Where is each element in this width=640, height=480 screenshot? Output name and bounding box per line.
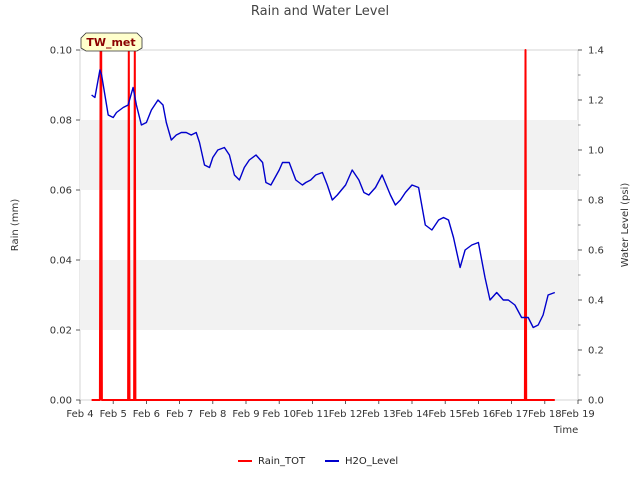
x-tick-label: Feb 6: [133, 409, 160, 420]
x-tick-label: Feb 4: [66, 409, 93, 420]
y-tick-label: 0.02: [50, 326, 72, 337]
x-tick-label: Feb 18: [528, 409, 562, 420]
x-tick-label: Feb 5: [100, 409, 127, 420]
y2-tick-label: 0.2: [588, 346, 604, 357]
y-tick-label: 0.10: [50, 46, 72, 57]
y2-tick-label: 1.0: [588, 146, 604, 157]
x-tick-label: Feb 19: [561, 409, 595, 420]
band-upper: [80, 120, 578, 190]
x-axis-title: Time: [553, 425, 578, 436]
y2-tick-label: 0.4: [588, 296, 604, 307]
legend-label-h2o: H2O_Level: [345, 456, 398, 467]
x-tick-label: Feb 7: [166, 409, 193, 420]
x-axis-ticks: Feb 4 Feb 5 Feb 6 Feb 7 Feb 8 Feb 9 Feb 10 Feb …: [66, 400, 595, 420]
y2-tick-label: 0.0: [588, 396, 604, 407]
plot-area: [79, 49, 579, 401]
y-tick-label: 0.04: [50, 256, 72, 267]
x-tick-label: Feb 10: [262, 409, 296, 420]
legend: Rain_TOT H2O_Level: [238, 456, 398, 467]
chart-title: Rain and Water Level: [251, 4, 389, 19]
station-badge: TW_met: [80, 32, 143, 52]
band-lower: [80, 260, 578, 330]
badge-box: [80, 32, 143, 52]
x-tick-label: Feb 15: [428, 409, 462, 420]
legend-label-rain: Rain_TOT: [258, 456, 306, 467]
x-tick-label: Feb 12: [329, 409, 363, 420]
x-tick-label: Feb 9: [232, 409, 259, 420]
x-tick-label: Feb 17: [495, 409, 529, 420]
y2-axis-title: Water Level (psi): [620, 183, 631, 268]
y-tick-label: 0.08: [50, 116, 72, 127]
series-line-h2o-level: [91, 69, 556, 329]
y-axis-ticks: 0.00 0.02 0.04 0.06 0.08 0.10: [50, 46, 80, 407]
y-tick-label: 0.06: [50, 186, 72, 197]
x-tick-label: Feb 14: [395, 409, 429, 420]
y-axis-title: Rain (mm): [10, 199, 21, 252]
y2-axis-ticks: 0.0 0.2 0.4 0.6 0.8 1.0 1.2 1.4: [578, 46, 604, 407]
y2-tick-label: 1.4: [588, 46, 604, 57]
x-tick-label: Feb 8: [199, 409, 226, 420]
y2-tick-label: 1.2: [588, 96, 604, 107]
y-tick-label: 0.00: [50, 396, 72, 407]
badge-label: TW_met: [86, 36, 135, 49]
x-tick-label: Feb 13: [362, 409, 396, 420]
x-tick-label: Feb 16: [462, 409, 496, 420]
y2-tick-label: 0.8: [588, 196, 604, 207]
y2-tick-label: 0.6: [588, 246, 604, 257]
x-tick-label: Feb 11: [296, 409, 330, 420]
